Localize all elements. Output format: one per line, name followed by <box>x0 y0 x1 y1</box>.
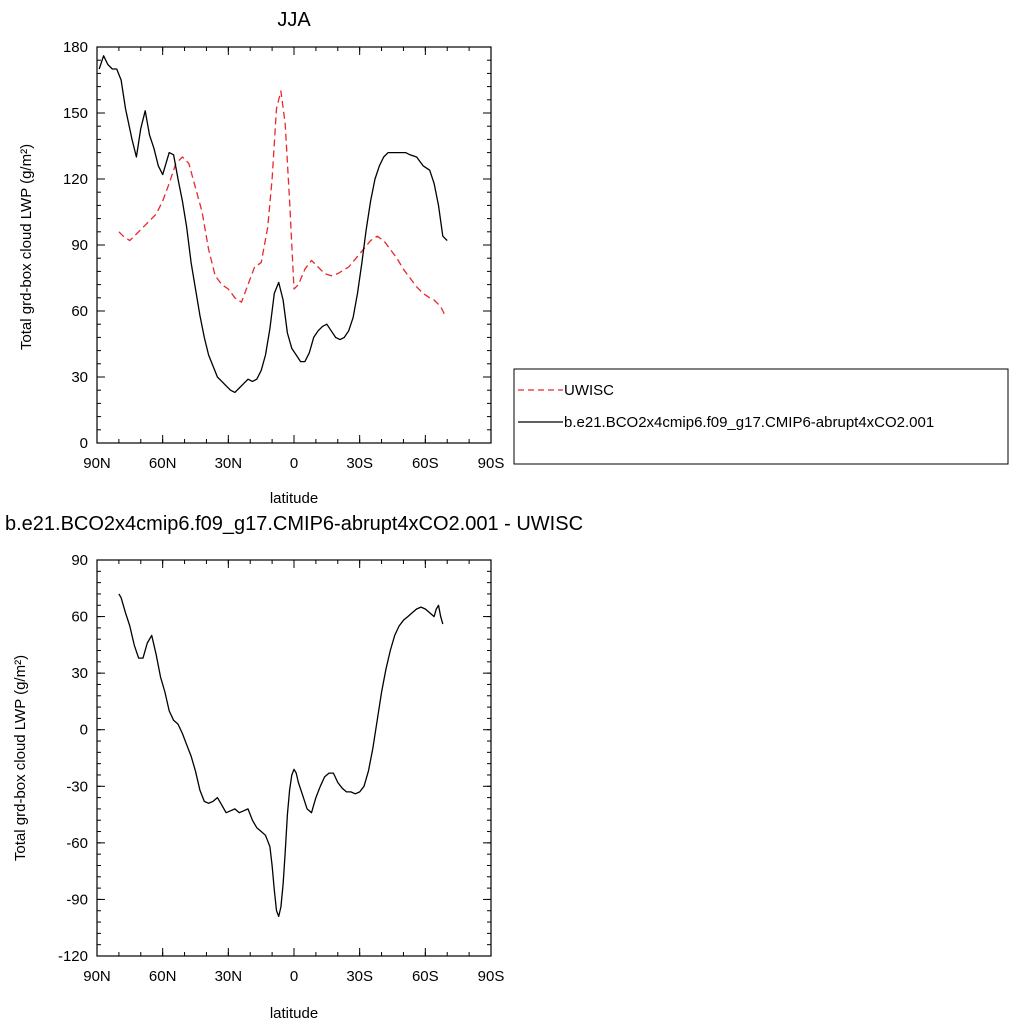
y-tick-label: 30 <box>71 665 88 682</box>
x-tick-label: 0 <box>290 455 298 472</box>
legend: UWISC b.e21.BCO2x4cmip6.f09_g17.CMIP6-ab… <box>513 368 1009 465</box>
x-tick-label: 90N <box>83 455 111 472</box>
series-line-uwisc <box>118 90 446 316</box>
x-tick-label: 30N <box>215 455 243 472</box>
bottom-chart-ticks: 90N 60N 30N 0 30S 60S 90S -120 -90 -60 -30 0 30 60 90 <box>58 552 504 985</box>
x-tick-label: 60S <box>412 968 439 985</box>
y-tick-label: 150 <box>63 105 88 122</box>
y-tick-label: 60 <box>71 609 88 626</box>
y-tick-label: -120 <box>58 948 88 965</box>
top-chart-ticks: 90N 60N 30N 0 30S 60S 90S 0 30 60 90 120 150 180 <box>63 39 504 472</box>
y-tick-label: 120 <box>63 171 88 188</box>
y-tick-label: -60 <box>66 835 88 852</box>
top-chart-title: JJA <box>277 9 311 31</box>
y-tick-label: 90 <box>71 237 88 254</box>
x-tick-label: 90N <box>83 968 111 985</box>
series-line-series-0 <box>118 593 444 918</box>
y-tick-label: -90 <box>66 891 88 908</box>
top-chart-series <box>98 55 448 394</box>
legend-box <box>513 368 1009 465</box>
y-tick-label: 180 <box>63 39 88 56</box>
bottom-chart-x-axis-label: latitude <box>270 1005 318 1022</box>
series-line-b-e21-bco2x4cmip6-f09-g17-cmip6-abrupt4xco2-001 <box>98 55 448 394</box>
x-tick-label: 30S <box>346 968 373 985</box>
x-tick-label: 60S <box>412 455 439 472</box>
y-tick-label: 90 <box>71 552 88 569</box>
y-tick-label: 30 <box>71 369 88 386</box>
x-tick-label: 30S <box>346 455 373 472</box>
y-tick-label: 60 <box>71 303 88 320</box>
y-tick-label: 0 <box>80 435 88 452</box>
x-tick-label: 90S <box>478 455 505 472</box>
x-tick-label: 60N <box>149 968 177 985</box>
top-chart-plot-frame <box>96 46 492 444</box>
top-chart-x-axis-label: latitude <box>270 490 318 507</box>
y-tick-label: -30 <box>66 778 88 795</box>
top-chart-y-axis-label: Total grd-box cloud LWP (g/m²) <box>18 144 35 350</box>
bottom-chart-title: b.e21.BCO2x4cmip6.f09_g17.CMIP6-abrupt4x… <box>5 513 583 535</box>
legend-label-model: b.e21.BCO2x4cmip6.f09_g17.CMIP6-abrupt4x… <box>564 414 934 431</box>
legend-label-uwisc: UWISC <box>564 382 614 399</box>
bottom-chart-y-axis-label: Total grd-box cloud LWP (g/m²) <box>12 655 29 861</box>
top-chart: JJA Total grd-box cloud LWP (g/m²) latit… <box>18 9 504 507</box>
bottom-chart-series <box>118 593 444 918</box>
bottom-chart: b.e21.BCO2x4cmip6.f09_g17.CMIP6-abrupt4x… <box>5 513 583 1022</box>
x-tick-label: 60N <box>149 455 177 472</box>
x-tick-label: 30N <box>215 968 243 985</box>
x-tick-label: 0 <box>290 968 298 985</box>
y-tick-label: 0 <box>80 722 88 739</box>
bottom-chart-plot-frame <box>96 559 492 957</box>
x-tick-label: 90S <box>478 968 505 985</box>
